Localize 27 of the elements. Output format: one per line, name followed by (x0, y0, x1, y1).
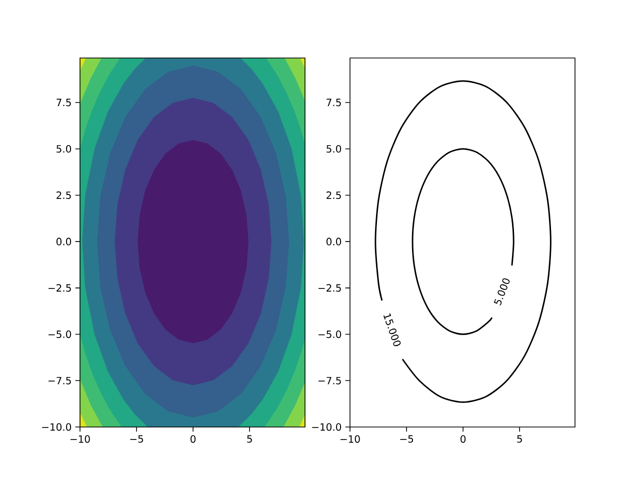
x-tick-label: −5 (400, 435, 414, 443)
y-tick-label: −10.0 (312, 423, 342, 431)
y-tick-label: −5.0 (48, 330, 72, 338)
y-tick-label: −2.5 (318, 284, 341, 292)
y-tick-label: 2.5 (326, 191, 341, 200)
x-tick-label: 5 (517, 435, 522, 443)
line-series (374, 80, 552, 403)
y-tick-label: 5.0 (326, 145, 342, 153)
x-tick-label: −10 (340, 435, 360, 443)
x-tick-label: 0 (460, 435, 466, 443)
y-tick-label: 7.5 (326, 98, 341, 106)
y-tick-label: 7.5 (56, 98, 71, 106)
y-tick-label: 2.5 (56, 191, 71, 200)
y-tick-label: −5.0 (318, 330, 342, 338)
x-tick-label: −5 (130, 435, 144, 443)
y-tick-label: −7.5 (48, 376, 71, 384)
y-tick-label: −10.0 (42, 423, 72, 431)
y-tick-label: 0.0 (56, 238, 72, 246)
line-series (412, 148, 514, 336)
annotation: 5.000 (494, 278, 510, 306)
x-tick-label: −10 (70, 435, 90, 443)
y-tick-label: −7.5 (318, 376, 341, 384)
x-tick-label: 5 (247, 435, 252, 443)
y-tick-label: −2.5 (48, 284, 71, 292)
y-tick-label: 0.0 (326, 238, 342, 246)
y-tick-label: 5.0 (56, 145, 72, 153)
x-tick-label: 0 (190, 435, 196, 443)
